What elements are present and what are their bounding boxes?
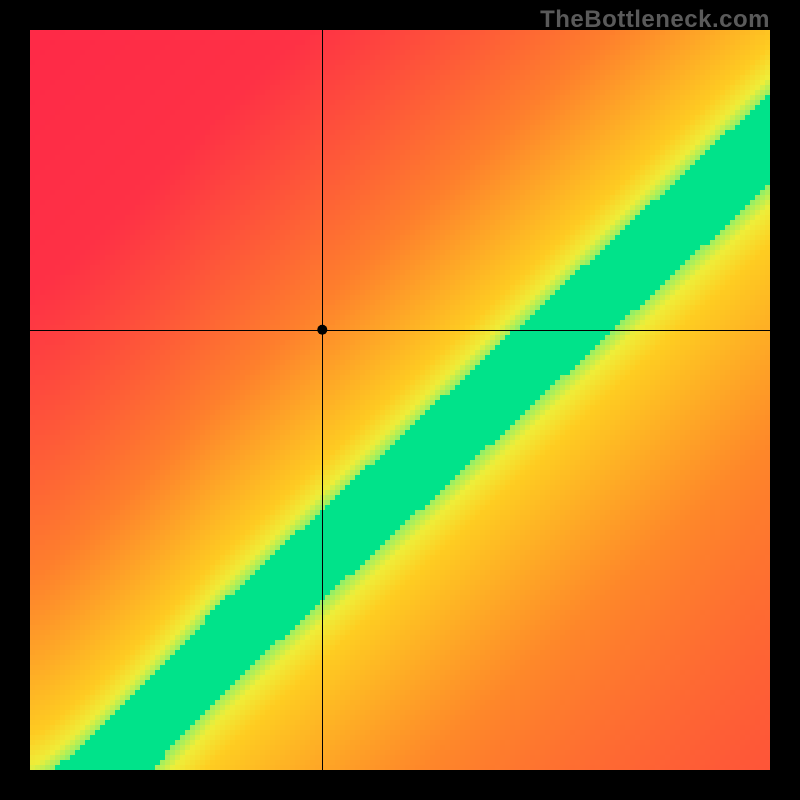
- watermark-text: TheBottleneck.com: [540, 6, 770, 34]
- chart-container: TheBottleneck.com: [0, 0, 800, 800]
- bottleneck-heatmap: [30, 30, 770, 770]
- watermark-label: TheBottleneck.com: [540, 6, 770, 33]
